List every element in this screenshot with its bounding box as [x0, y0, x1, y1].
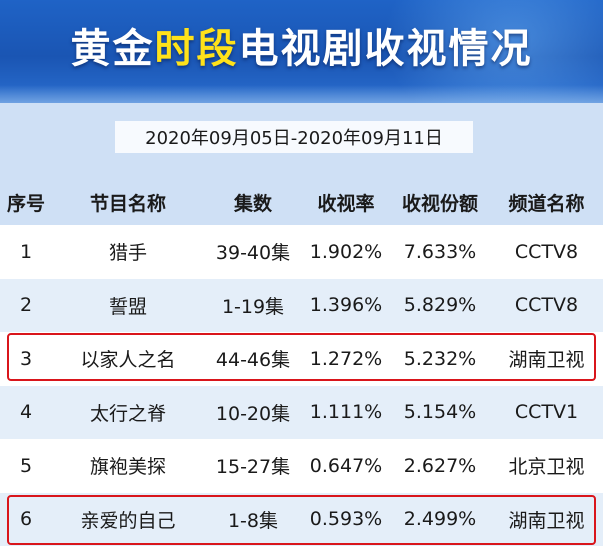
cell-episodes: 15-27集 [215, 456, 291, 479]
cell-rating: 0.593% [309, 508, 383, 531]
cell-channel: CCTV1 [514, 401, 579, 424]
cell-rating: 1.272% [309, 347, 383, 370]
cell-channel: 湖南卫视 [508, 509, 585, 532]
title-part-2: 时段 [154, 26, 239, 72]
cell-rank: 3 [19, 347, 33, 370]
cell-channel: CCTV8 [514, 240, 579, 263]
cell-rank: 5 [19, 454, 33, 477]
cell-rating: 1.111% [309, 401, 383, 424]
table-row: 1 猎手 39-40集 1.902% 7.633% CCTV8 [0, 225, 603, 279]
cell-episodes: 39-40集 [215, 242, 291, 265]
cell-program-name: 亲爱的自己 [80, 509, 176, 532]
cell-episodes: 10-20集 [215, 402, 291, 425]
header-rank: 序号 [6, 193, 45, 215]
title-part-3: 电视剧收视情况 [238, 26, 533, 72]
table-header-row: 序号 节目名称 集数 收视率 收视份额 频道名称 [0, 180, 603, 225]
title-banner: 黄金时段电视剧收视情况 [0, 0, 603, 103]
cell-rank: 1 [19, 240, 33, 263]
table-row: 5 旗袍美探 15-27集 0.647% 2.627% 北京卫视 [0, 439, 603, 493]
page-title: 黄金时段电视剧收视情况 [0, 16, 603, 74]
cell-channel: 北京卫视 [508, 456, 585, 479]
cell-share: 2.627% [403, 454, 477, 477]
cell-program-name: 以家人之名 [80, 349, 176, 372]
cell-rating: 1.396% [309, 294, 383, 317]
cell-share: 2.499% [403, 508, 477, 531]
table-row: 6 亲爱的自己 1-8集 0.593% 2.499% 湖南卫视 [0, 492, 603, 546]
cell-share: 5.232% [403, 347, 477, 370]
header-share: 收视份额 [401, 193, 478, 215]
header-channel: 频道名称 [508, 193, 585, 215]
cell-rank: 4 [19, 401, 33, 424]
cell-episodes: 44-46集 [215, 349, 291, 372]
cell-share: 7.633% [403, 240, 477, 263]
header-episodes: 集数 [233, 193, 272, 215]
cell-program-name: 誓盟 [108, 295, 147, 318]
cell-rating: 0.647% [309, 454, 383, 477]
cell-rating: 1.902% [309, 240, 383, 263]
cell-program-name: 旗袍美探 [89, 456, 166, 479]
cell-share: 5.829% [403, 294, 477, 317]
table-row: 4 太行之脊 10-20集 1.111% 5.154% CCTV1 [0, 385, 603, 439]
ratings-table: 序号 节目名称 集数 收视率 收视份额 频道名称 1 猎手 39-40集 1.9… [0, 180, 603, 546]
header-program-name: 节目名称 [89, 193, 166, 215]
cell-rank: 2 [19, 294, 33, 317]
cell-episodes: 1-19集 [221, 295, 285, 318]
cell-rank: 6 [19, 508, 33, 531]
cell-program-name: 猎手 [108, 242, 147, 265]
header-rating: 收视率 [317, 193, 375, 215]
table-row: 3 以家人之名 44-46集 1.272% 5.232% 湖南卫视 [0, 332, 603, 386]
cell-channel: 湖南卫视 [508, 349, 585, 372]
cell-share: 5.154% [403, 401, 477, 424]
table-row: 2 誓盟 1-19集 1.396% 5.829% CCTV8 [0, 278, 603, 332]
cell-channel: CCTV8 [514, 294, 579, 317]
title-part-1: 黄金 [70, 26, 155, 72]
cell-episodes: 1-8集 [227, 509, 279, 532]
cell-program-name: 太行之脊 [89, 402, 166, 425]
date-range: 2020年09月05日-2020年09月11日 [115, 121, 473, 153]
